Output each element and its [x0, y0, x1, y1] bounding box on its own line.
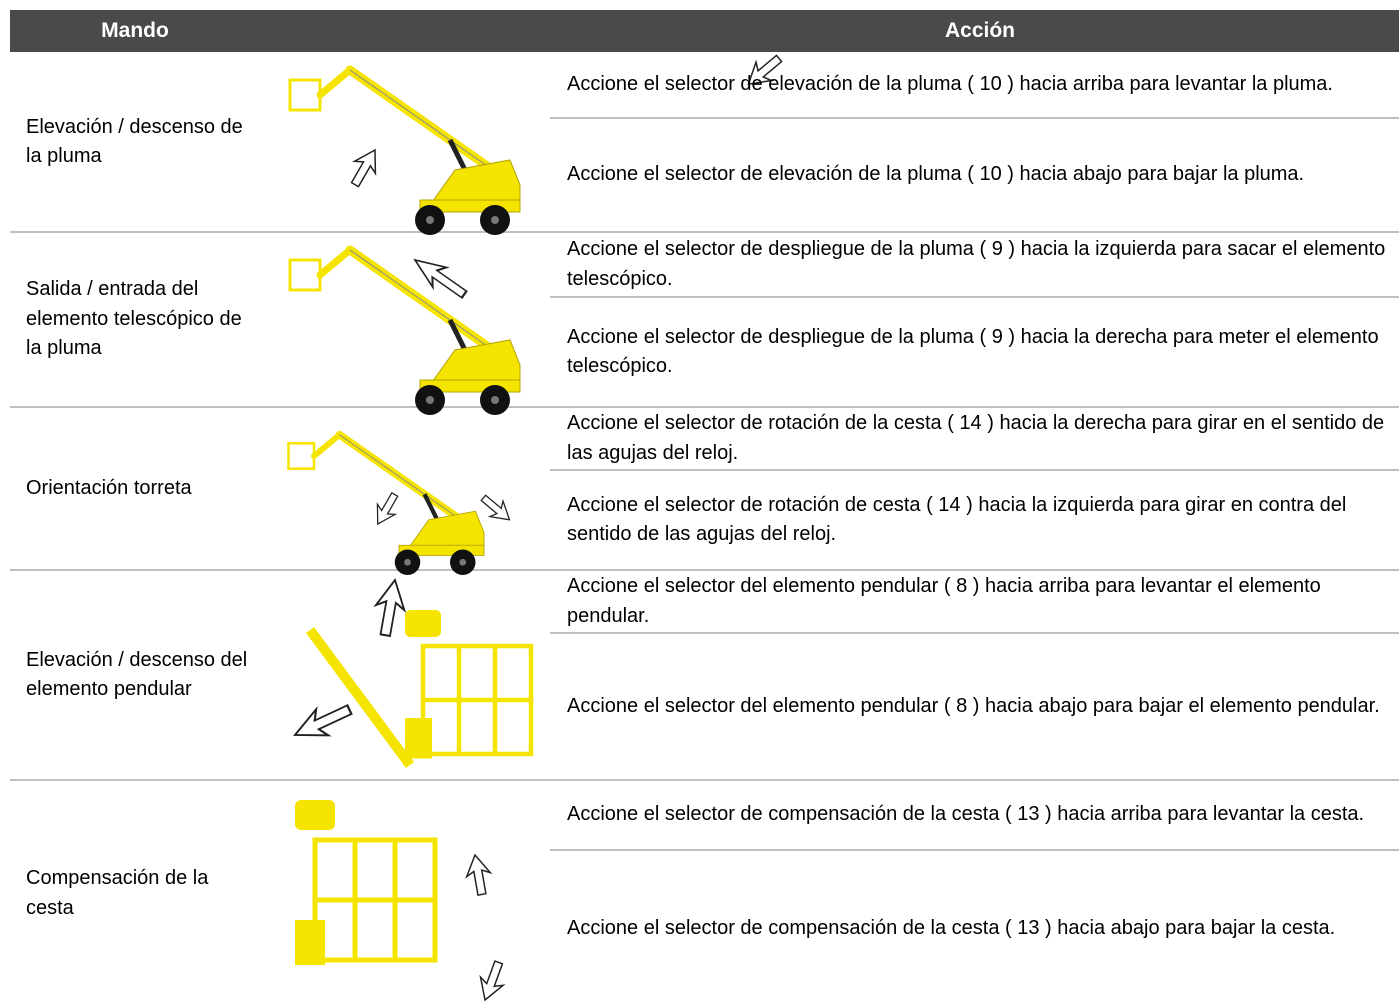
lift-illustration: [289, 435, 517, 575]
action-text-text: Accione el selector de despliegue de la …: [567, 325, 1379, 378]
action-text: Accione el selector de compensación de l…: [567, 850, 1395, 1007]
action-text: Accione el selector de elevación de la p…: [567, 52, 1395, 118]
control-label-text: Elevación / descenso del elemento pendul…: [26, 648, 248, 701]
action-text: Accione el selector de despliegue de la …: [567, 297, 1395, 407]
action-text-text: Accione el selector del elemento pendula…: [567, 575, 1321, 627]
action-text: Accione el selector de compensación de l…: [567, 780, 1395, 850]
pendular-illustration: [287, 576, 531, 768]
action-text-text: Accione el selector de elevación de la p…: [567, 163, 1305, 186]
control-label-text: Salida / entrada del elemento telescópic…: [26, 278, 242, 360]
control-label: Elevación / descenso del elemento pendul…: [26, 570, 248, 780]
control-label: Compensación de la cesta: [26, 780, 248, 1007]
control-label: Elevación / descenso de la pluma: [26, 52, 248, 232]
action-text: Accione el selector de rotación de cesta…: [567, 470, 1395, 570]
lift-illustration: [290, 250, 520, 415]
action-text-text: Accione el selector de compensación de l…: [567, 916, 1336, 939]
control-label: Orientación torreta: [26, 407, 248, 570]
row-lines: [10, 117, 1399, 851]
action-text-text: Accione el selector de elevación de la p…: [567, 73, 1333, 96]
header-action: Acción: [944, 19, 1015, 42]
action-text: Accione el selector del elemento pendula…: [567, 633, 1395, 780]
header-bar: Mando Acción: [10, 10, 1399, 52]
basket-illustration: [295, 800, 511, 1005]
action-text-text: Accione el selector de rotación de cesta…: [567, 493, 1347, 546]
control-label-text: Orientación torreta: [26, 476, 192, 499]
control-label: Salida / entrada del elemento telescópic…: [26, 232, 248, 407]
action-text: Accione el selector de rotación de la ce…: [567, 407, 1395, 470]
control-label-text: Compensación de la cesta: [26, 867, 209, 919]
action-text-text: Accione el selector de rotación de la ce…: [567, 412, 1385, 464]
action-text: Accione el selector de despliegue de la …: [567, 232, 1395, 297]
control-label-text: Elevación / descenso de la pluma: [26, 115, 243, 168]
action-text-text: Accione el selector del elemento pendula…: [567, 694, 1380, 717]
action-text-text: Accione el selector de despliegue de la …: [567, 238, 1386, 290]
header-control: Mando: [101, 19, 169, 42]
action-text-text: Accione el selector de compensación de l…: [567, 803, 1365, 826]
action-text: Accione el selector del elemento pendula…: [567, 570, 1395, 633]
action-text: Accione el selector de elevación de la p…: [567, 118, 1395, 232]
